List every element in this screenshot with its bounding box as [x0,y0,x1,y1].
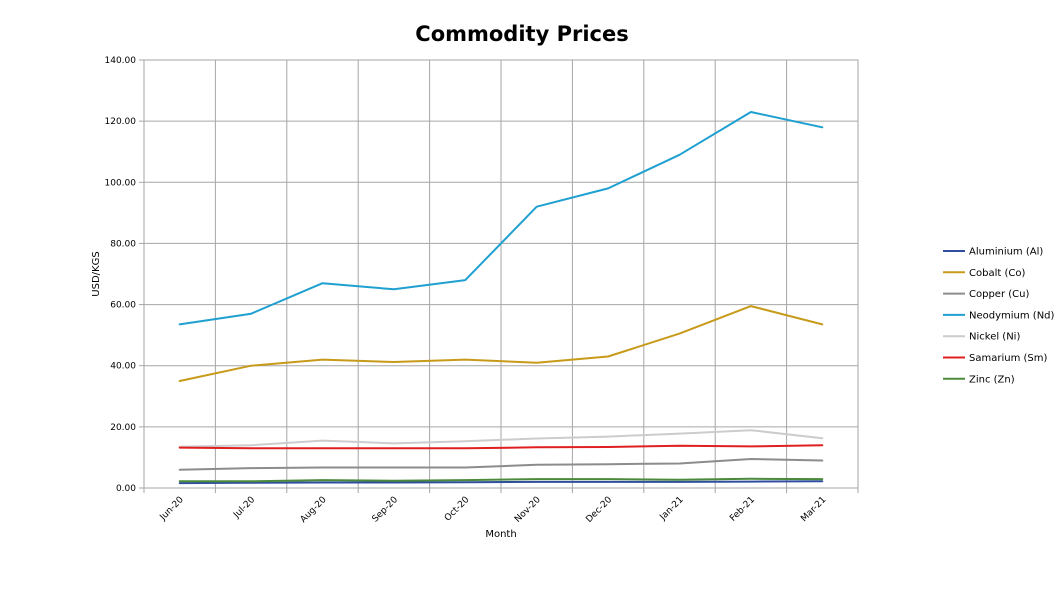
x-tick-label: Aug-20 [299,495,329,525]
legend-label: Zinc (Zn) [969,374,1015,385]
x-tick-label: Nov-20 [513,495,543,525]
legend-label: Samarium (Sm) [969,353,1047,364]
legend-label: Cobalt (Co) [969,268,1025,279]
x-tick-label: Jul-20 [231,495,257,521]
y-tick-label: 100.00 [105,178,137,188]
series-lines [178,111,824,485]
y-tick-label: 20.00 [110,423,136,433]
x-tick-label: Sep-20 [371,495,401,525]
series-line-3 [178,111,824,326]
y-tick-label: 120.00 [105,117,137,127]
legend: Aluminium (Al) Cobalt (Co) Copper (Cu) Neod… [943,247,1055,385]
y-tick-label: 140.00 [105,56,137,66]
series-line-4 [178,429,824,448]
legend-label: Nickel (Ni) [969,332,1020,343]
x-tick-label: Mar-21 [799,495,828,524]
series-line-2 [178,458,824,471]
series-line-0 [178,480,824,485]
x-axis-ticks: Jun-20 Jul-20 Aug-20 Sep-20 Oct-20 Nov-20 Dec-… [143,488,859,525]
series-line-1 [178,305,824,382]
y-axis-title: USD/KGS [91,251,102,296]
x-axis-title: Month [485,529,516,540]
x-tick-label: Jan-21 [658,495,686,523]
x-tick-label: Feb-21 [728,495,757,524]
grid-lines [144,59,858,489]
x-tick-label: Jun-20 [158,495,186,523]
x-tick-label: Dec-20 [584,495,614,525]
legend-label: Aluminium (Al) [969,247,1043,258]
y-tick-label: 60.00 [110,301,136,311]
y-tick-label: 80.00 [110,239,136,249]
legend-label: Neodymium (Nd) [969,310,1055,321]
legend-label: Copper (Cu) [969,289,1029,300]
chart-title: Commodity Prices [415,22,628,46]
y-tick-label: 40.00 [110,362,136,372]
x-tick-label: Oct-20 [443,495,472,524]
series-line-6 [178,477,824,483]
series-line-5 [178,444,824,450]
y-axis-ticks: 0.00 20.00 40.00 60.00 80.00 100.00 120.00 140.… [105,56,144,494]
y-tick-label: 0.00 [116,484,136,494]
